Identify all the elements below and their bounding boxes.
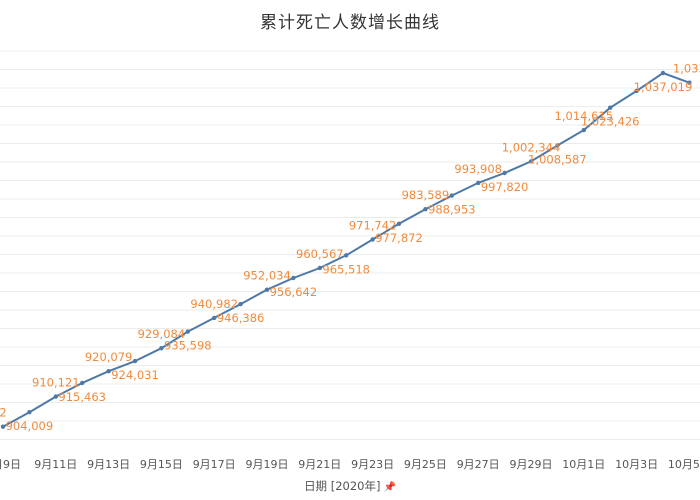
x-tick-label: 9月15日 [140,458,183,471]
data-label: 988,953 [428,203,476,217]
data-label: 910,121 [32,376,80,390]
data-point[interactable] [159,346,164,351]
data-label: 915,463 [58,390,106,404]
data-point[interactable] [634,88,639,94]
data-label: 920,079 [85,350,133,364]
data-point[interactable] [476,180,481,186]
data-label: 965,518 [322,262,370,276]
data-point[interactable] [449,193,454,198]
data-point[interactable] [370,237,375,242]
data-label: 1,002,344 [502,140,561,154]
data-point[interactable] [132,358,138,364]
x-axis-title: 日期 [2020年] 📌 [0,478,700,494]
data-label: 904,009 [6,419,54,433]
x-tick-label: 9月21日 [298,458,341,471]
data-point[interactable] [660,70,666,76]
data-point[interactable] [555,143,560,148]
x-tick-label: 9月23日 [351,458,394,471]
data-label: 997,820 [481,180,529,194]
data-point[interactable] [528,159,534,164]
x-tick-label: 9月13日 [87,458,130,471]
x-tick-label: 9月19日 [246,458,289,471]
data-point[interactable] [0,424,6,429]
data-point[interactable] [344,253,349,258]
data-label: 1,033 [673,62,700,76]
data-label: 1,014,615 [555,109,614,123]
data-point[interactable] [291,275,296,281]
x-tick-label: 9月29日 [510,458,553,471]
data-point[interactable] [185,329,190,334]
data-label: 952,034 [243,269,291,283]
data-point[interactable] [581,127,586,133]
data-label: 940,982 [190,297,238,311]
data-point[interactable] [502,170,507,176]
x-tick-label: 9月27日 [457,458,500,471]
x-tick-label: 10月1日 [562,458,605,471]
data-label: 1,008,587 [528,153,587,167]
data-point[interactable] [264,287,270,292]
x-tick-label: 9月9日 [0,458,21,471]
data-point[interactable] [396,221,402,226]
x-axis-title-text: 日期 [2020年] [304,479,381,493]
gridlines [0,50,700,440]
data-point[interactable] [317,265,322,271]
data-label: 2 [0,406,7,420]
data-point[interactable] [106,369,111,374]
data-point[interactable] [212,315,217,321]
data-point[interactable] [53,394,58,399]
data-label: 935,598 [164,339,212,353]
data-label: 956,642 [270,285,318,299]
data-label: 983,589 [402,188,450,202]
data-point[interactable] [27,410,32,415]
data-point[interactable] [423,207,428,212]
data-label: 924,031 [111,368,159,382]
x-tick-label: 9月11日 [34,458,77,471]
x-tick-label: 10月3日 [615,458,658,471]
pin-icon[interactable]: 📌 [383,482,396,493]
data-label: 1,037,019 [634,80,693,94]
chart-title: 累计死亡人数增长曲线 [260,13,440,33]
data-label: 1,023,426 [581,115,640,129]
data-point[interactable] [80,380,85,386]
x-axis-ticks: 9月9日 9月11日 9月13日 9月15日 9月17日 9月19日 9月21日 9月23日 9… [0,458,700,471]
x-tick-label: 9月25日 [404,458,447,471]
data-label: 929,084 [138,327,186,341]
data-point[interactable] [687,80,692,85]
data-label: 977,872 [375,231,423,245]
data-points [0,70,692,429]
data-point[interactable] [238,301,243,307]
data-label: 971,742 [349,219,397,233]
data-label: 946,386 [217,311,265,325]
data-point[interactable] [608,105,613,110]
data-label: 993,908 [454,162,502,176]
x-tick-label: 9月17日 [193,458,236,471]
data-label: 960,567 [296,247,344,261]
